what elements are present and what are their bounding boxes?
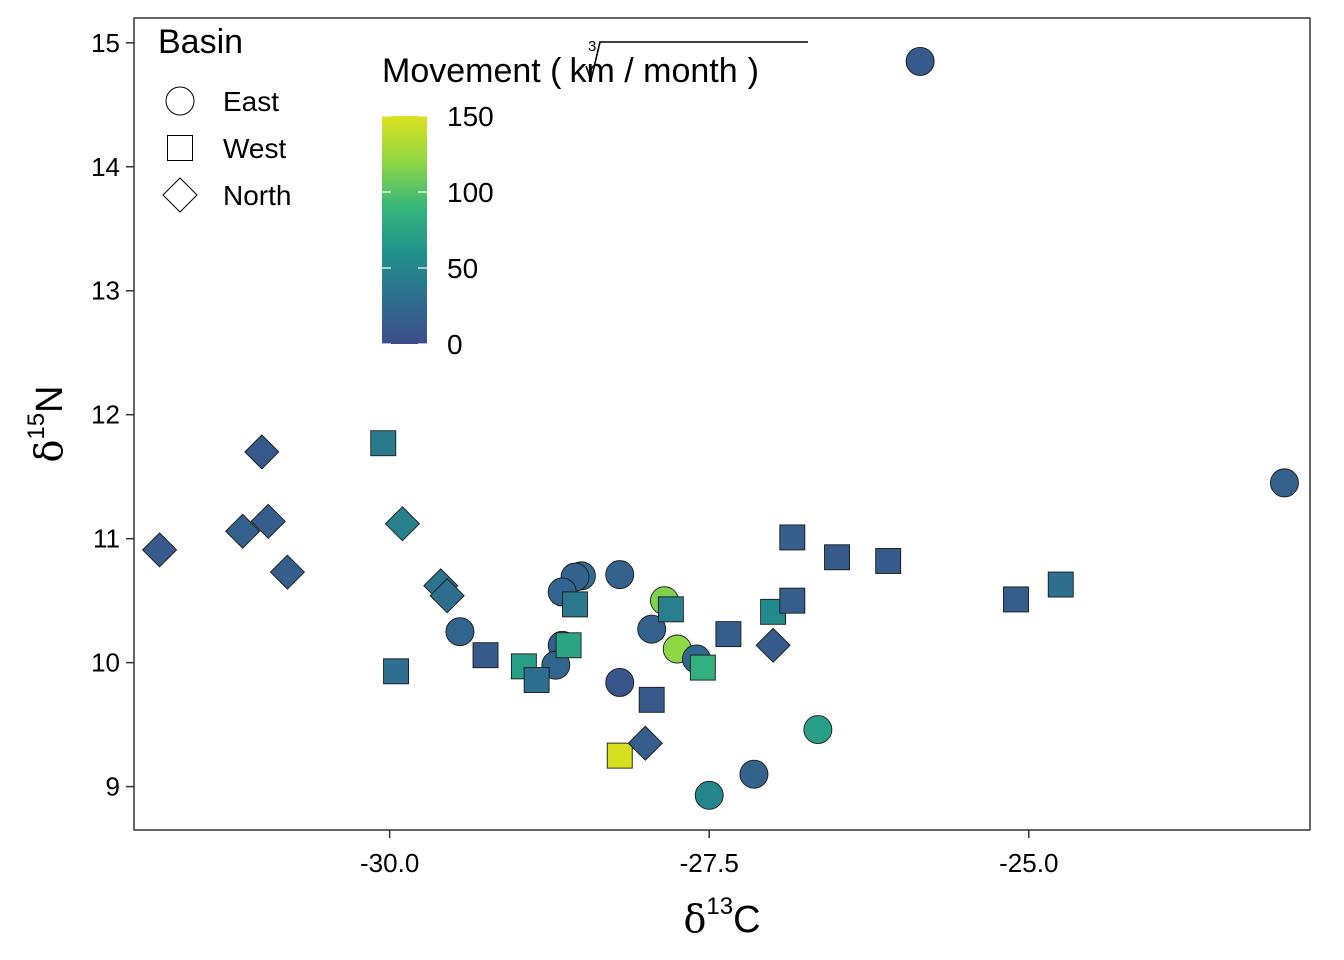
data-point-diamond — [755, 627, 791, 663]
color-legend-title-prefix: Movement ( — [382, 52, 562, 90]
data-point-diamond — [250, 503, 286, 539]
data-point-diamond — [627, 725, 663, 761]
y-tick-label: 12 — [91, 400, 120, 430]
data-point-diamond — [384, 506, 421, 542]
data-point-square — [1003, 586, 1029, 613]
color-legend-radical-sign — [585, 41, 808, 83]
x-axis: -30.0 -27.5 -25.0 — [360, 830, 1058, 878]
x-tick-label: -27.5 — [680, 848, 739, 878]
data-point-square — [523, 667, 550, 693]
data-point-square — [472, 642, 499, 669]
data-point-square — [689, 654, 716, 681]
y-axis-title-text: N — [29, 385, 71, 412]
plot-panel-border — [133, 17, 1311, 831]
data-point-square — [1047, 571, 1074, 598]
data-point-circle — [605, 668, 635, 697]
colorbar-ticks: 0 50 100 150 — [382, 101, 494, 360]
data-point-circle — [445, 617, 475, 647]
color-legend: Movement (km / month) 3 — [382, 38, 808, 344]
y-tick-label: 14 — [91, 152, 120, 182]
data-point-square — [638, 686, 665, 713]
colorbar-tick-label: 50 — [447, 253, 478, 284]
data-point-circle — [1269, 468, 1299, 498]
color-legend-title: Movement (km / month) — [382, 52, 759, 90]
y-tick-label: 9 — [106, 772, 120, 802]
legend-label-west: West — [223, 133, 286, 164]
color-legend-title-suffix: ) — [748, 52, 759, 90]
x-axis-title-symbol: δ — [683, 897, 706, 941]
x-tick-label: -25.0 — [999, 848, 1058, 878]
data-point-square — [555, 632, 582, 659]
data-point-circle — [803, 715, 833, 745]
x-axis-title-sup: 13 — [706, 893, 733, 920]
colorbar — [382, 116, 427, 344]
data-points — [141, 46, 1299, 810]
y-tick-label: 10 — [91, 648, 120, 678]
legend-key-circle — [165, 86, 195, 116]
x-axis-title-text: C — [733, 899, 760, 941]
data-point-circle — [694, 780, 724, 810]
data-point-diamond — [429, 578, 465, 614]
data-point-square — [657, 596, 684, 623]
data-point-diamond — [244, 434, 280, 470]
colorbar-tick-label: 150 — [447, 101, 494, 132]
data-point-circle — [605, 560, 635, 590]
legend-key-square — [167, 135, 193, 161]
svg-text:δ15N: δ15N — [23, 385, 71, 462]
data-point-square — [606, 742, 633, 769]
data-point-square — [875, 548, 902, 574]
y-axis-title-sup: 15 — [23, 413, 50, 440]
x-tick-label: -30.0 — [360, 848, 419, 878]
shape-legend: Basin East West North — [158, 23, 291, 213]
data-point-diamond — [225, 513, 261, 549]
color-legend-title-radicand: km / month — [570, 52, 738, 90]
legend-key-diamond — [162, 177, 198, 213]
y-tick-label: 11 — [93, 524, 120, 554]
y-tick-label: 15 — [91, 28, 120, 58]
data-point-square — [562, 591, 588, 618]
y-axis-title-symbol: δ — [27, 440, 71, 463]
data-point-diamond — [269, 554, 306, 590]
legend-label-north: North — [223, 180, 291, 211]
data-point-square — [779, 587, 806, 614]
data-point-circle — [739, 759, 769, 789]
legend-label-east: East — [223, 86, 279, 117]
y-axis: 9 10 11 12 13 14 15 — [91, 28, 134, 802]
shape-legend-title: Basin — [158, 23, 243, 61]
color-legend-root-index: 3 — [588, 38, 596, 55]
x-axis-title: δ13C — [683, 893, 760, 941]
data-point-square — [779, 524, 806, 551]
colorbar-tick-label: 100 — [447, 177, 494, 208]
data-point-circle — [905, 46, 935, 76]
data-point-square — [370, 430, 397, 457]
data-point-square — [824, 544, 850, 571]
y-axis-title: δ15N — [23, 385, 71, 462]
data-point-square — [715, 621, 742, 648]
y-tick-label: 13 — [91, 276, 120, 306]
colorbar-tick-label: 0 — [447, 329, 463, 360]
data-point-diamond — [141, 532, 178, 568]
data-point-square — [383, 658, 409, 685]
svg-text:δ13C: δ13C — [683, 893, 760, 941]
